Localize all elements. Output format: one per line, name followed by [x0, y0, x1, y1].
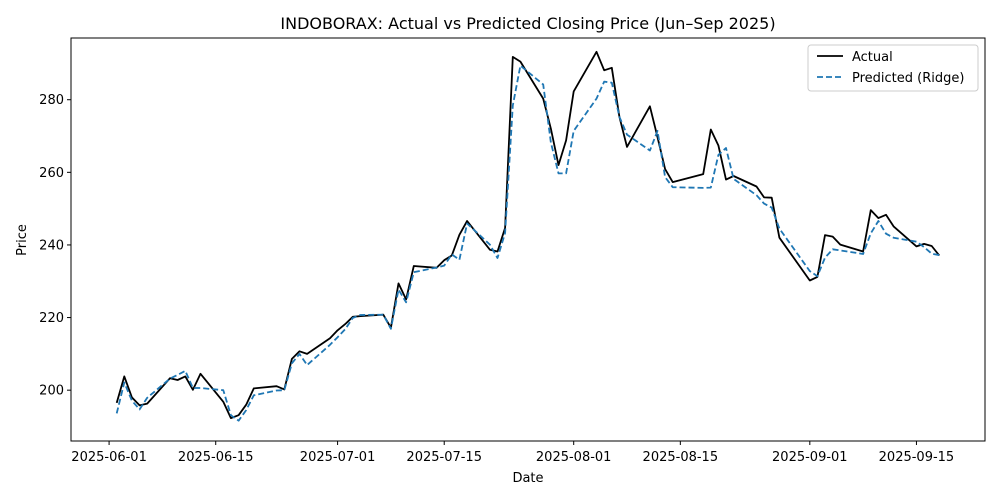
y-tick-label: 200 [39, 384, 64, 399]
x-tick-label: 2025-06-01 [71, 450, 147, 465]
y-axis: 200 220 240 260 280 [39, 93, 71, 399]
legend-label-actual: Actual [852, 50, 893, 65]
x-tick-label: 2025-09-15 [879, 450, 955, 465]
chart-title: INDOBORAX: Actual vs Predicted Closing P… [280, 14, 775, 33]
x-axis: 2025-06-01 2025-06-15 2025-07-01 2025-07-15… [71, 441, 954, 465]
y-tick-label: 280 [39, 93, 64, 108]
series-line-actual [115, 50, 941, 420]
series-line-predicted [115, 64, 940, 422]
x-tick-label: 2025-08-15 [643, 450, 719, 465]
legend-box [807, 44, 979, 92]
y-axis-label: Price [15, 224, 30, 256]
x-tick-label: 2025-07-01 [300, 450, 376, 465]
legend: Actual Predicted (Ridge) [807, 44, 979, 92]
x-tick-label: 2025-07-15 [406, 450, 482, 465]
legend-label-predicted: Predicted (Ridge) [852, 71, 964, 86]
x-tick-label: 2025-06-15 [178, 450, 254, 465]
y-tick-label: 260 [39, 166, 64, 181]
y-tick-label: 240 [39, 238, 64, 253]
x-tick-label: 2025-09-01 [772, 450, 848, 465]
series-layer [115, 50, 941, 422]
x-axis-label: Date [512, 471, 543, 486]
x-tick-label: 2025-08-01 [536, 450, 612, 465]
y-tick-label: 220 [39, 311, 64, 326]
plot-area [70, 37, 986, 442]
